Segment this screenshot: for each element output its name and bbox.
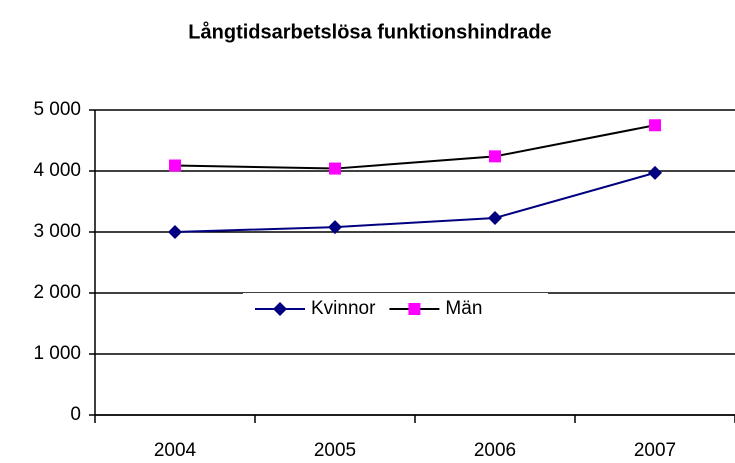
y-tick-label: 4 000 [33, 160, 81, 181]
y-tick-label: 1 000 [33, 343, 81, 364]
legend-label: Kvinnor [311, 298, 376, 319]
point [168, 225, 182, 239]
x-tick-label: 2007 [634, 440, 676, 461]
chart-title: Långtidsarbetslösa funktionshindrade [188, 20, 551, 43]
point [328, 220, 342, 235]
point [649, 119, 661, 132]
y-tick-label: 5 000 [33, 99, 81, 120]
x-tick-label: 2006 [474, 440, 516, 461]
legend-marker [408, 303, 421, 315]
y-tick-label: 0 [70, 404, 81, 425]
legend: Kvinnor Män [243, 293, 548, 325]
point [329, 162, 341, 175]
x-tick-label: 2004 [154, 440, 197, 461]
y-tick-label: 3 000 [33, 221, 81, 242]
legend-marker [273, 302, 287, 316]
series-line [174, 124, 656, 170]
point [489, 150, 501, 163]
point [488, 210, 502, 225]
point [648, 165, 662, 180]
legend-label: Män [445, 298, 482, 319]
series-line [174, 171, 656, 233]
point [169, 159, 181, 172]
y-tick-label: 2 000 [33, 282, 81, 303]
x-tick-label: 2005 [314, 440, 356, 461]
